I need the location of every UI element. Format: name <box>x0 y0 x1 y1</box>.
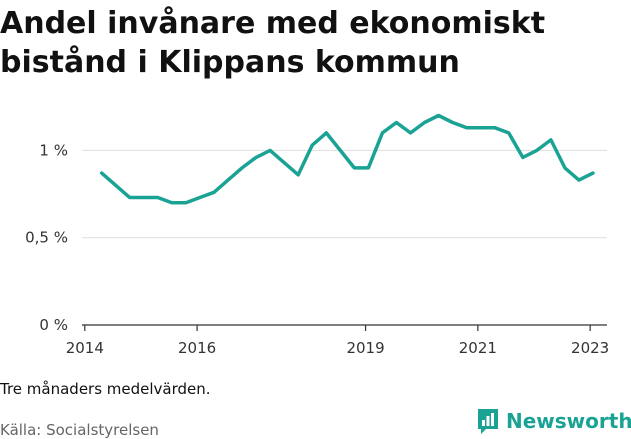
line-chart: 0 % 0,5 % 1 % 2014 2016 2019 2021 2023 <box>25 113 609 357</box>
x-tick-label: 2019 <box>346 339 384 357</box>
brand-name: Newsworthy <box>506 409 631 433</box>
chart-title: Andel invånare med ekonomiskt bistånd i … <box>0 6 546 80</box>
y-tick-label: 0,5 % <box>25 229 68 247</box>
x-axis: 2014 2016 2019 2021 2023 <box>66 324 609 357</box>
x-tick-label: 2014 <box>66 339 104 357</box>
source-credit: Källa: Socialstyrelsen <box>0 421 159 439</box>
x-tick-label: 2023 <box>571 339 609 357</box>
bar-chart-icon <box>478 409 498 434</box>
y-axis-ticks: 0 % 0,5 % 1 % <box>25 141 68 334</box>
gridlines <box>82 149 607 239</box>
series-line <box>99 113 595 205</box>
y-tick-label: 0 % <box>39 316 68 334</box>
x-tick-label: 2021 <box>459 339 497 357</box>
brand-logo: Newsworthy <box>476 407 631 435</box>
chart-note: Tre månaders medelvärden. <box>0 380 211 398</box>
x-tick-label: 2016 <box>178 339 216 357</box>
y-tick-label: 1 % <box>39 141 68 159</box>
series-layer <box>99 113 595 205</box>
